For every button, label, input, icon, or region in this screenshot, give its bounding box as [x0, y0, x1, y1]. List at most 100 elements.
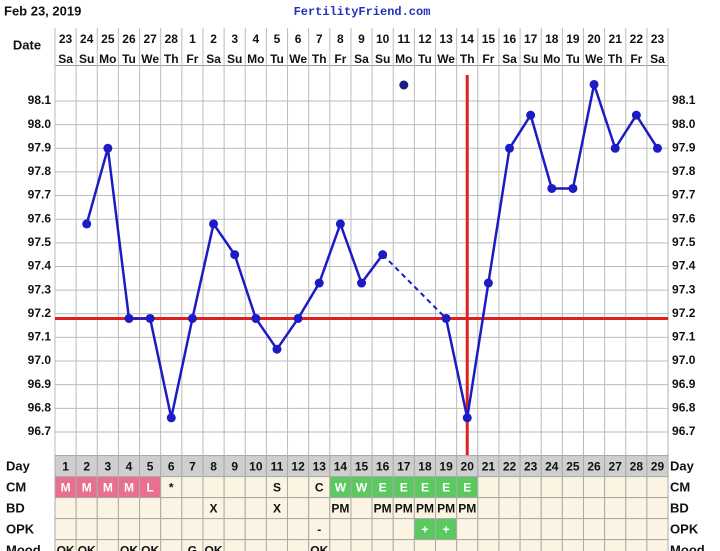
cell-text: - [317, 522, 321, 536]
date-label: 18 [545, 32, 559, 46]
weekday-label: Tu [122, 52, 136, 66]
y-tick-label: 97.7 [28, 188, 52, 202]
row-cell [181, 476, 204, 499]
date-label: 2 [210, 32, 217, 46]
row-cell [223, 518, 246, 541]
cell-text: 28 [630, 459, 644, 473]
temp-gap-line [381, 253, 447, 320]
cell-text: M [82, 480, 92, 494]
cell-text: X [210, 501, 218, 515]
row-cell [604, 539, 627, 551]
cell-text: 13 [313, 459, 327, 473]
cell-text: 18 [418, 459, 432, 473]
y-tick-label: 96.8 [28, 400, 52, 414]
row-cell [96, 539, 119, 551]
row-cell [75, 497, 98, 520]
weekday-label: Tu [566, 52, 580, 66]
cell-text: G [188, 543, 197, 551]
row-cell [477, 497, 500, 520]
y-tick-label-right: 96.7 [672, 424, 696, 438]
row-cell [223, 497, 246, 520]
date-label: 17 [524, 32, 538, 46]
y-tick-label: 97.0 [28, 353, 52, 367]
cell-text: PM [374, 501, 392, 515]
y-tick-label: 98.1 [28, 93, 52, 107]
y-tick-label: 97.4 [28, 259, 52, 273]
temp-point [357, 278, 367, 288]
row-cell [308, 497, 331, 520]
cell-text: C [315, 480, 324, 494]
row-cell [625, 518, 648, 541]
y-tick-label-right: 97.8 [672, 164, 696, 178]
cell-text: 3 [105, 459, 112, 473]
weekday-label: Th [164, 52, 179, 66]
row-cell [202, 518, 225, 541]
date-label: 23 [651, 32, 665, 46]
date-label: 3 [231, 32, 238, 46]
weekday-label: We [437, 52, 455, 66]
row-label: Mood [6, 543, 41, 551]
weekday-label: Fr [186, 52, 198, 66]
cell-text: L [146, 480, 153, 494]
y-tick-label: 97.1 [28, 330, 52, 344]
row-cell [625, 476, 648, 499]
date-label: 21 [609, 32, 623, 46]
row-cell [329, 539, 352, 551]
row-cell [350, 497, 373, 520]
row-cell [561, 476, 584, 499]
y-tick-label-right: 97.1 [672, 330, 696, 344]
row-cell [117, 497, 141, 520]
temp-point [526, 110, 536, 120]
row-cell [561, 518, 584, 541]
temp-point [462, 413, 472, 423]
cell-text: 21 [482, 459, 496, 473]
cell-text: E [463, 480, 471, 494]
row-cell [350, 518, 373, 541]
cell-text: OK [78, 543, 96, 551]
weekday-label: Tu [418, 52, 432, 66]
cell-text: 23 [524, 459, 538, 473]
cell-text: X [273, 501, 281, 515]
row-cell [646, 518, 669, 541]
y-tick-label: 96.7 [28, 424, 52, 438]
cell-text: E [421, 480, 429, 494]
row-label: Day [6, 459, 31, 474]
row-cell [139, 518, 162, 541]
row-label: CM [6, 480, 26, 495]
temp-point [505, 143, 515, 153]
date-label: 12 [418, 32, 432, 46]
weekday-label: Sa [650, 52, 665, 66]
temp-point [631, 110, 641, 120]
row-cell [160, 518, 183, 541]
cell-text: OK [120, 543, 138, 551]
cell-text: + [443, 522, 450, 536]
y-tick-label-right: 97.3 [672, 282, 696, 296]
row-cell [646, 539, 669, 551]
row-cell [540, 476, 563, 499]
row-cell [583, 497, 606, 520]
date-label: 10 [376, 32, 390, 46]
row-cell [117, 518, 141, 541]
row-cell [287, 476, 310, 499]
cell-text: 1 [62, 459, 69, 473]
cell-text: 20 [461, 459, 475, 473]
row-cell [540, 539, 563, 551]
cell-text: PM [331, 501, 349, 515]
date-label: 26 [122, 32, 136, 46]
row-label: BD [6, 501, 25, 516]
cell-text: 2 [83, 459, 90, 473]
cell-text: PM [395, 501, 413, 515]
y-tick-label: 98.0 [28, 117, 52, 131]
row-cell [456, 539, 479, 551]
cell-text: 9 [231, 459, 238, 473]
row-cell [54, 497, 77, 520]
cell-text: 15 [355, 459, 369, 473]
weekday-label: Mo [247, 52, 264, 66]
row-cell [625, 539, 648, 551]
chart-date: Feb 23, 2019 [4, 3, 81, 18]
temp-point [293, 313, 303, 323]
y-tick-label-right: 97.4 [672, 259, 696, 273]
row-cell [265, 539, 289, 551]
temp-point [441, 313, 451, 323]
row-cell [477, 476, 500, 499]
